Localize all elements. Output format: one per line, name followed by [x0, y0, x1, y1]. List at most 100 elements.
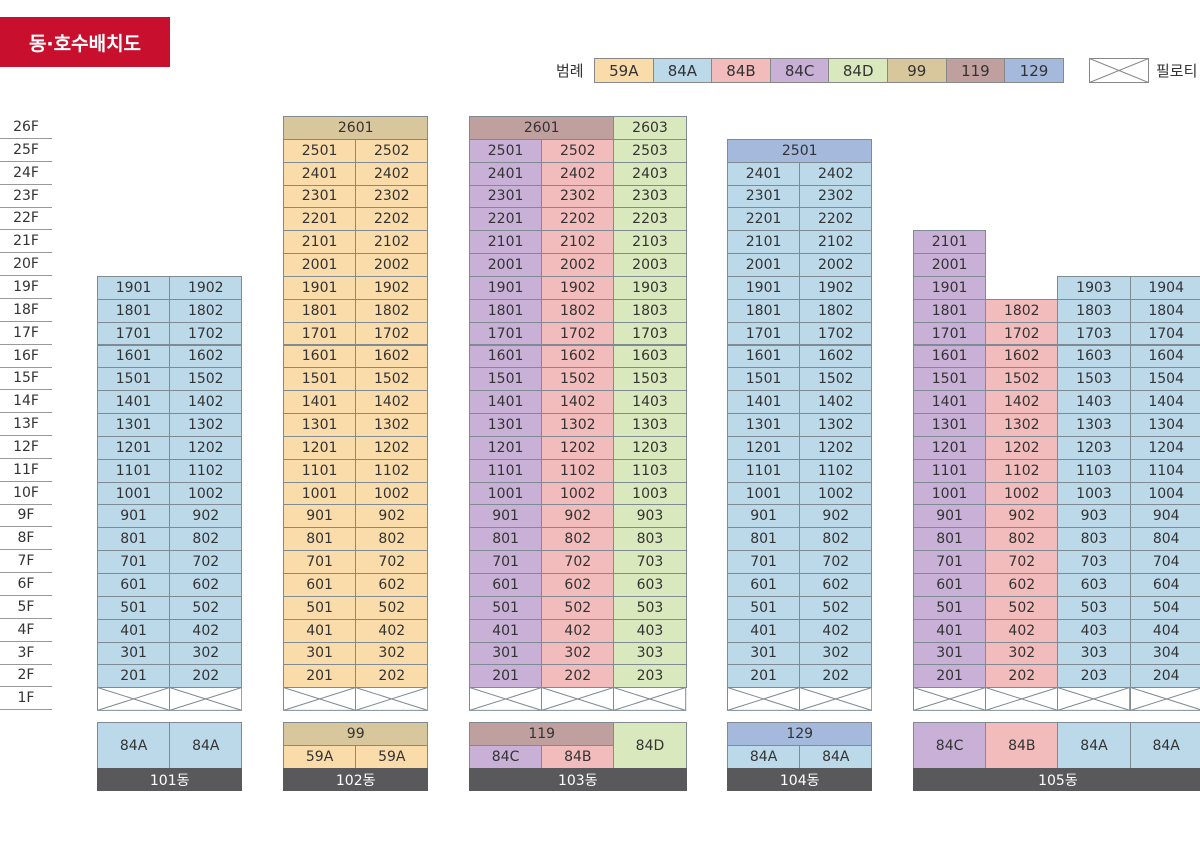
- floor-label: 6F: [0, 573, 52, 596]
- unit-cell: 1904: [1129, 275, 1200, 300]
- unit-cell: 903: [613, 504, 687, 529]
- floor-label: 25F: [0, 139, 52, 162]
- type-label: 84A: [169, 722, 243, 769]
- building-name: 103동: [469, 768, 687, 791]
- unit-cell: 1303: [1057, 413, 1131, 437]
- unit-cell: 2202: [799, 207, 873, 232]
- type-label: 84C: [913, 722, 987, 769]
- unit-cell: 603: [613, 573, 687, 597]
- unit-cell: 701: [469, 550, 543, 574]
- unit-cell: 201: [727, 664, 801, 689]
- unit-cell: 601: [913, 573, 987, 597]
- unit-cell: 1902: [355, 275, 429, 300]
- unit-cell: 1003: [613, 481, 687, 506]
- unit-cell: 2102: [355, 230, 429, 255]
- legend-item-59a: 59A: [594, 58, 654, 83]
- unit-cell: 1901: [469, 275, 543, 300]
- floor-label: 15F: [0, 367, 52, 391]
- unit-cell: 501: [913, 595, 987, 620]
- unit-cell: 701: [727, 550, 801, 574]
- floor-label: 24F: [0, 162, 52, 185]
- floor-label: 16F: [0, 345, 52, 368]
- type-label: 84A: [1057, 722, 1131, 769]
- floor-label: 2F: [0, 664, 52, 688]
- floor-label: 26F: [0, 116, 52, 139]
- unit-cell: 1002: [799, 481, 873, 506]
- penthouse-cell: 2601: [469, 116, 615, 140]
- unit-cell: 2201: [727, 207, 801, 232]
- unit-cell: 704: [1129, 550, 1200, 574]
- unit-cell: 1702: [799, 321, 873, 346]
- floor-label: 9F: [0, 504, 52, 528]
- legend-item-84a: 84A: [652, 58, 713, 83]
- unit-cell: 204: [1129, 664, 1200, 689]
- unit-cell: 2401: [283, 161, 357, 186]
- unit-cell: 2102: [541, 230, 615, 255]
- unit-cell: 1801: [469, 298, 543, 323]
- unit-cell: 1902: [541, 275, 615, 300]
- pilotis-cell: [541, 687, 615, 712]
- unit-cell: 1501: [727, 367, 801, 392]
- unit-cell: 602: [985, 573, 1059, 597]
- pilotis-cell: [985, 687, 1059, 712]
- unit-cell: 1502: [799, 367, 873, 392]
- type-label: 84D: [613, 722, 687, 769]
- unit-cell: 803: [1057, 527, 1131, 552]
- unit-cell: 1802: [985, 298, 1059, 323]
- unit-cell: 501: [283, 595, 357, 620]
- type-label: 59A: [355, 745, 429, 769]
- unit-cell: 401: [727, 618, 801, 643]
- unit-cell: 1103: [613, 458, 687, 483]
- unit-cell: 301: [97, 641, 171, 666]
- unit-cell: 501: [727, 595, 801, 620]
- floor-label: 20F: [0, 253, 52, 277]
- unit-cell: 2302: [541, 184, 615, 209]
- floor-label: 5F: [0, 596, 52, 619]
- unit-cell: 1001: [727, 481, 801, 506]
- unit-cell: 1001: [913, 481, 987, 506]
- unit-cell: 2603: [613, 116, 687, 140]
- unit-cell: 502: [169, 595, 243, 620]
- unit-cell: 2002: [355, 253, 429, 277]
- floor-label: 1F: [0, 687, 52, 711]
- unit-cell: 502: [541, 595, 615, 620]
- unit-cell: 1202: [169, 435, 243, 460]
- type-label: 129: [727, 722, 873, 746]
- unit-cell: 804: [1129, 527, 1200, 552]
- unit-cell: 1703: [1057, 321, 1131, 346]
- type-label: 84A: [727, 745, 801, 769]
- pilotis-legend-label: 필로티: [1156, 62, 1198, 80]
- unit-cell: 202: [985, 664, 1059, 689]
- unit-cell: 401: [469, 618, 543, 643]
- unit-cell: 401: [283, 618, 357, 643]
- floor-label: 18F: [0, 299, 52, 322]
- unit-cell: 2401: [727, 161, 801, 186]
- unit-cell: 1302: [799, 413, 873, 437]
- legend-item-84b: 84B: [711, 58, 771, 83]
- unit-cell: 901: [283, 504, 357, 529]
- unit-cell: 1701: [727, 321, 801, 346]
- legend-item-129: 129: [1004, 58, 1064, 83]
- unit-cell: 1702: [169, 321, 243, 346]
- unit-cell: 801: [97, 527, 171, 552]
- unit-cell: 1201: [727, 435, 801, 460]
- unit-cell: 1702: [355, 321, 429, 346]
- unit-cell: 701: [97, 550, 171, 574]
- unit-cell: 902: [355, 504, 429, 529]
- unit-cell: 502: [799, 595, 873, 620]
- unit-cell: 1603: [613, 344, 687, 369]
- unit-cell: 201: [283, 664, 357, 689]
- unit-cell: 301: [727, 641, 801, 666]
- unit-cell: 402: [985, 618, 1059, 643]
- pilotis-cell: [1129, 687, 1200, 712]
- floor-label: 19F: [0, 276, 52, 299]
- unit-cell: 2202: [355, 207, 429, 232]
- type-label: 84B: [985, 722, 1059, 769]
- unit-cell: 502: [985, 595, 1059, 620]
- unit-cell: 1903: [1057, 275, 1131, 300]
- unit-cell: 902: [799, 504, 873, 529]
- unit-cell: 2401: [469, 161, 543, 186]
- unit-cell: 503: [613, 595, 687, 620]
- unit-cell: 302: [169, 641, 243, 666]
- building-name: 101동: [97, 768, 243, 791]
